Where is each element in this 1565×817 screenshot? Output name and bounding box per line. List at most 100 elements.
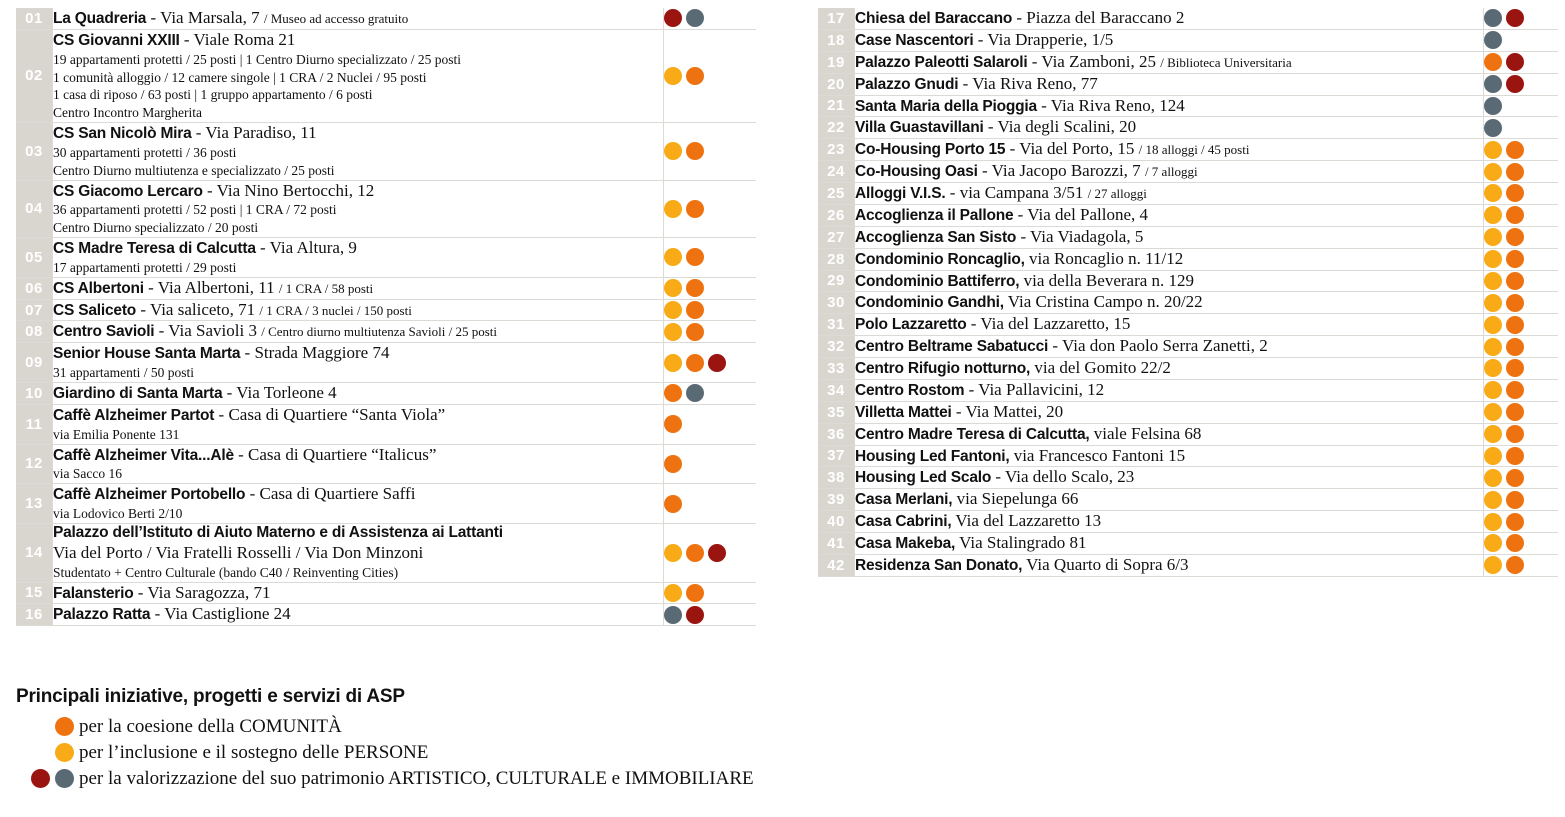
table-row[interactable]: 27 Accoglienza San Sisto - Via Viadagola,… — [818, 226, 1558, 249]
table-row[interactable]: 15 Falansterio - Via Saragozza, 71 — [16, 582, 756, 605]
category-dots — [1484, 118, 1558, 137]
table-row[interactable]: 23 Co-Housing Porto 15 - Via del Porto, 1… — [818, 138, 1558, 162]
facility-heading: Centro Madre Teresa di Calcutta, viale F… — [855, 424, 1483, 445]
table-row[interactable]: 34 Centro Rostom - Via Pallavicini, 12 — [818, 379, 1558, 402]
facility-name: Alloggi V.I.S. — [855, 185, 946, 202]
row-number: 02 — [25, 67, 43, 85]
category-dot-orange — [1484, 53, 1502, 72]
row-number-cell: 37 — [818, 445, 855, 468]
row-number-cell: 23 — [818, 138, 855, 162]
table-row[interactable]: 31 Polo Lazzaretto - Via del Lazzaretto, … — [818, 313, 1558, 337]
table-row[interactable]: 10 Giardino di Santa Marta - Via Torleone… — [16, 382, 756, 405]
category-dots — [664, 494, 756, 513]
category-dots — [664, 454, 756, 473]
row-number: 01 — [25, 9, 43, 27]
row-number: 09 — [25, 354, 43, 372]
facility-dots-cell — [1483, 270, 1558, 293]
facility-address: Via Viadagola, 5 — [1030, 226, 1144, 246]
category-dot-amber — [1484, 184, 1502, 203]
category-dot-amber — [664, 543, 682, 562]
table-row[interactable]: 26 Accoglienza il Pallone - Via del Pallo… — [818, 204, 1558, 227]
facility-address: Via Mattei, 20 — [965, 401, 1064, 421]
facility-text-cell: Senior House Santa Marta - Strada Maggio… — [52, 342, 664, 383]
facility-name: Caffè Alzheimer Partot — [53, 406, 215, 424]
table-row[interactable]: 38 Housing Led Scalo - Via dello Scalo, 2… — [818, 466, 1558, 490]
table-row[interactable]: 40 Casa Cabrini, Via del Lazzaretto 13 — [818, 510, 1558, 533]
table-row[interactable]: 02 CS Giovanni XXIII - Viale Roma 21 19 ap… — [16, 29, 756, 124]
row-number-cell: 29 — [818, 270, 855, 293]
category-dots — [664, 583, 756, 602]
table-row[interactable]: 05 CS Madre Teresa di Calcutta - Via Altu… — [16, 237, 756, 278]
facility-address: Via Riva Reno, 124 — [1050, 95, 1185, 115]
table-row[interactable]: 24 Co-Housing Oasi - Via Jacopo Barozzi, … — [818, 160, 1558, 183]
legend-dots — [16, 743, 74, 762]
table-row[interactable]: 33 Centro Rifugio notturno, via del Gomit… — [818, 357, 1558, 380]
table-row[interactable]: 35 Villetta Mattei - Via Mattei, 20 — [818, 401, 1558, 424]
table-row[interactable]: 07 CS Saliceto - Via saliceto, 71 / 1 CRA… — [16, 299, 756, 322]
table-row[interactable]: 20 Palazzo Gnudi - Via Riva Reno, 77 — [818, 73, 1558, 96]
facility-text-cell: Palazzo dell’Istituto di Aiuto Materno e… — [52, 523, 664, 583]
row-number-cell: 10 — [16, 382, 53, 405]
table-row[interactable]: 18 Case Nascentori - Via Drapperie, 1/5 — [818, 29, 1558, 52]
facility-address: Via Savioli 3 — [168, 321, 262, 341]
table-row[interactable]: 14 Palazzo dell’Istituto di Aiuto Materno… — [16, 523, 756, 583]
facility-detail-line: 36 appartamenti protetti / 52 posti | 1 … — [53, 202, 337, 218]
table-row[interactable]: 04 CS Giacomo Lercaro - Via Nino Bertocch… — [16, 180, 756, 238]
table-row[interactable]: 09 Senior House Santa Marta - Strada Magg… — [16, 342, 756, 383]
table-row[interactable]: 25 Alloggi V.I.S. - via Campana 3/51 / 27… — [818, 182, 1558, 205]
table-row[interactable]: 13 Caffè Alzheimer Portobello - Casa di Q… — [16, 483, 756, 524]
facility-heading: Centro Rostom - Via Pallavicini, 12 — [855, 380, 1483, 401]
row-number-cell: 04 — [16, 180, 53, 238]
facility-heading: CS San Nicolò Mira - Via Paradiso, 11 — [53, 123, 663, 144]
table-row[interactable]: 42 Residenza San Donato, Via Quarto di So… — [818, 554, 1558, 577]
facility-detail-line: 30 appartamenti protetti / 36 posti — [53, 144, 237, 160]
legend-title: Principali iniziative, progetti e serviz… — [16, 686, 405, 707]
category-dots — [1484, 556, 1558, 575]
table-row[interactable]: 01 La Quadreria - Via Marsala, 7 / Museo … — [16, 8, 756, 30]
table-row[interactable]: 28 Condominio Roncaglio, via Roncaglio n.… — [818, 248, 1558, 271]
row-number: 18 — [827, 31, 845, 49]
table-row[interactable]: 37 Housing Led Fantoni, via Francesco Fan… — [818, 445, 1558, 468]
table-row[interactable]: 22 Villa Guastavillani - Via degli Scalin… — [818, 116, 1558, 140]
table-row[interactable]: 32 Centro Beltrame Sabatucci - Via don Pa… — [818, 335, 1558, 358]
table-row[interactable]: 12 Caffè Alzheimer Vita...Alè - Casa di Q… — [16, 444, 756, 485]
row-number: 16 — [25, 606, 43, 624]
facility-name: Centro Rifugio notturno, — [855, 360, 1031, 377]
table-row[interactable]: 41 Casa Makeba, Via Stalingrado 81 — [818, 532, 1558, 555]
facility-inline-note: / 27 alloggi — [1087, 186, 1147, 201]
table-row[interactable]: 06 CS Albertoni - Via Albertoni, 11 / 1 C… — [16, 277, 756, 300]
facility-dots-cell — [663, 29, 756, 124]
table-row[interactable]: 11 Caffè Alzheimer Partot - Casa di Quart… — [16, 404, 756, 445]
facility-details: via Lodovico Berti 2/10 — [53, 505, 663, 523]
table-row[interactable]: 21 Santa Maria della Pioggia - Via Riva R… — [818, 95, 1558, 118]
table-row[interactable]: 30 Condominio Gandhi, Via Cristina Campo … — [818, 291, 1558, 315]
category-dots — [1484, 490, 1558, 509]
table-row[interactable]: 17 Chiesa del Baraccano - Piazza del Bara… — [818, 8, 1558, 30]
facility-address: Casa di Quartiere Saffi — [259, 484, 416, 504]
facility-detail-line: via Emilia Ponente 131 — [53, 426, 180, 442]
facility-text-cell: Centro Beltrame Sabatucci - Via don Paol… — [854, 335, 1484, 358]
table-row[interactable]: 39 Casa Merlani, via Siepelunga 66 — [818, 488, 1558, 512]
facility-text-cell: CS Albertoni - Via Albertoni, 11 / 1 CRA… — [52, 277, 664, 300]
facility-dots-cell — [1483, 554, 1558, 577]
table-row[interactable]: 36 Centro Madre Teresa di Calcutta, viale… — [818, 423, 1558, 446]
facility-address: Via saliceto, 71 — [149, 299, 260, 319]
row-number: 22 — [827, 119, 845, 137]
facility-separator: - — [951, 401, 966, 421]
table-row[interactable]: 16 Palazzo Ratta - Via Castiglione 24 — [16, 603, 756, 627]
facility-heading: Case Nascentori - Via Drapperie, 1/5 — [855, 30, 1483, 51]
category-dots — [664, 279, 756, 298]
category-dot-orange — [1506, 556, 1524, 575]
category-dots — [1484, 206, 1558, 225]
legend-entry: per l’inclusione e il sostegno delle PER… — [16, 740, 1016, 765]
row-number: 28 — [827, 250, 845, 268]
table-row[interactable]: 29 Condominio Battiferro, via della Bever… — [818, 270, 1558, 293]
facility-dots-cell — [1483, 532, 1558, 555]
table-row[interactable]: 19 Palazzo Paleotti Salaroli - Via Zambon… — [818, 51, 1558, 74]
table-row[interactable]: 03 CS San Nicolò Mira - Via Paradiso, 11 3… — [16, 122, 756, 181]
facility-address: viale Felsina 68 — [1093, 423, 1202, 443]
table-row[interactable]: 08 Centro Savioli - Via Savioli 3 / Centr… — [16, 320, 756, 344]
facility-name: Villetta Mattei — [855, 403, 952, 421]
facility-text-cell: Palazzo Paleotti Salaroli - Via Zamboni,… — [854, 51, 1484, 74]
facility-text-cell: Condominio Battiferro, via della Beverar… — [854, 270, 1484, 293]
